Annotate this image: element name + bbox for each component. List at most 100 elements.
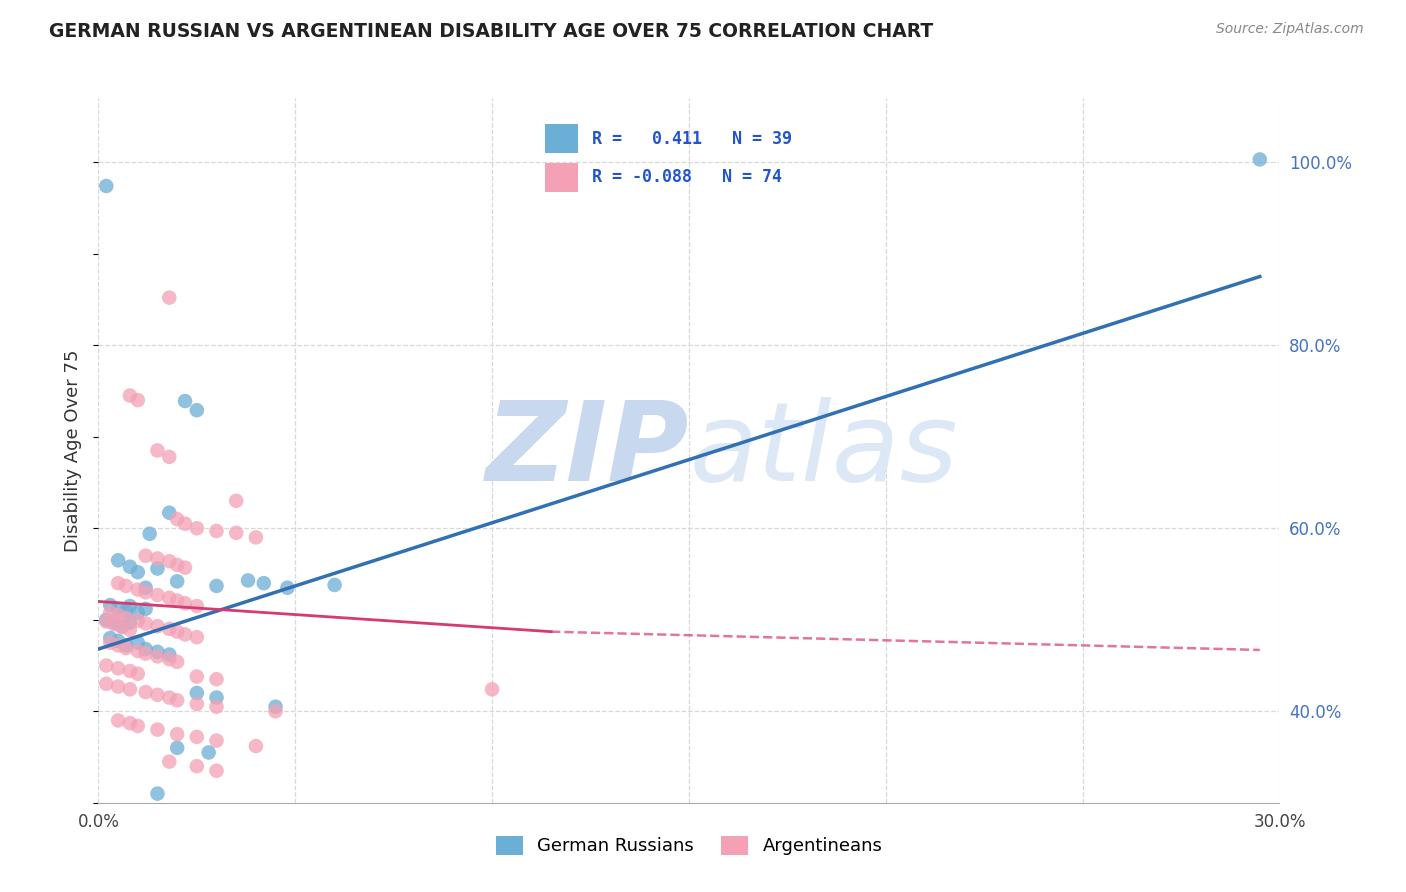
Point bbox=[98, 635, 121, 649]
Point bbox=[225, 525, 247, 540]
Point bbox=[245, 739, 267, 753]
Point bbox=[264, 704, 287, 718]
Point bbox=[96, 613, 118, 627]
Text: atlas: atlas bbox=[689, 397, 957, 504]
Point bbox=[135, 647, 157, 661]
Point bbox=[166, 574, 188, 589]
Point bbox=[146, 688, 169, 702]
Point bbox=[135, 685, 157, 699]
Point bbox=[166, 727, 188, 741]
Point bbox=[103, 615, 125, 630]
Point bbox=[96, 178, 118, 193]
Point bbox=[174, 394, 197, 409]
Point bbox=[127, 606, 149, 620]
Point bbox=[186, 759, 208, 773]
Point bbox=[115, 579, 138, 593]
Point bbox=[481, 682, 503, 697]
Point bbox=[98, 606, 121, 620]
Point bbox=[174, 627, 197, 641]
Point bbox=[135, 549, 157, 563]
Point bbox=[98, 598, 121, 612]
Point bbox=[135, 642, 157, 657]
Point bbox=[166, 558, 188, 572]
Point bbox=[146, 443, 169, 458]
Point bbox=[157, 755, 180, 769]
Point bbox=[225, 493, 247, 508]
Point bbox=[186, 521, 208, 535]
Point bbox=[107, 633, 129, 648]
Point bbox=[157, 648, 180, 662]
Point bbox=[118, 716, 141, 731]
Point bbox=[107, 601, 129, 615]
Point bbox=[186, 403, 208, 417]
Point bbox=[127, 644, 149, 658]
Point bbox=[111, 620, 134, 634]
Point bbox=[157, 554, 180, 568]
Point bbox=[96, 658, 118, 673]
Point bbox=[205, 764, 228, 778]
Point bbox=[146, 551, 169, 566]
Point bbox=[205, 699, 228, 714]
Legend: German Russians, Argentineans: German Russians, Argentineans bbox=[488, 829, 890, 863]
Point bbox=[96, 677, 118, 691]
Point bbox=[146, 787, 169, 801]
Point bbox=[115, 641, 138, 656]
Point bbox=[166, 624, 188, 639]
Point bbox=[197, 746, 219, 760]
Point bbox=[118, 599, 141, 613]
Point bbox=[264, 699, 287, 714]
Point bbox=[236, 574, 259, 588]
Point bbox=[205, 733, 228, 747]
Y-axis label: Disability Age Over 75: Disability Age Over 75 bbox=[65, 349, 83, 552]
Point bbox=[146, 645, 169, 659]
Point bbox=[186, 630, 208, 644]
Point bbox=[115, 611, 138, 625]
Point bbox=[135, 581, 157, 595]
Point bbox=[186, 669, 208, 683]
Point bbox=[98, 631, 121, 645]
Point bbox=[157, 652, 180, 666]
Point bbox=[146, 649, 169, 664]
Point bbox=[1249, 153, 1271, 167]
Point bbox=[127, 582, 149, 597]
Point bbox=[127, 614, 149, 628]
Point bbox=[166, 740, 188, 755]
Point bbox=[135, 616, 157, 631]
Point bbox=[107, 661, 129, 675]
Point bbox=[115, 639, 138, 653]
Point bbox=[253, 576, 276, 591]
Point bbox=[111, 619, 134, 633]
Point bbox=[146, 561, 169, 575]
Point bbox=[186, 686, 208, 700]
Point bbox=[245, 530, 267, 544]
Point bbox=[146, 619, 169, 633]
Point bbox=[127, 719, 149, 733]
Point bbox=[127, 565, 149, 579]
Point bbox=[174, 596, 197, 610]
Text: ZIP: ZIP bbox=[485, 397, 689, 504]
Point bbox=[276, 581, 298, 595]
Point bbox=[205, 672, 228, 686]
Point bbox=[157, 291, 180, 305]
Point bbox=[103, 617, 125, 632]
Point bbox=[166, 693, 188, 707]
Point bbox=[157, 450, 180, 464]
Point bbox=[157, 690, 180, 705]
Point bbox=[186, 697, 208, 711]
Point bbox=[107, 714, 129, 728]
Point bbox=[157, 622, 180, 636]
Point bbox=[205, 524, 228, 538]
Point bbox=[118, 682, 141, 697]
Point bbox=[127, 635, 149, 649]
Point bbox=[135, 585, 157, 599]
Point bbox=[205, 579, 228, 593]
Point bbox=[107, 639, 129, 653]
Point bbox=[174, 560, 197, 574]
Point bbox=[166, 655, 188, 669]
Text: Source: ZipAtlas.com: Source: ZipAtlas.com bbox=[1216, 22, 1364, 37]
Point bbox=[118, 388, 141, 402]
Point bbox=[138, 526, 160, 541]
Point bbox=[205, 690, 228, 705]
Point bbox=[186, 599, 208, 613]
Point bbox=[107, 608, 129, 623]
